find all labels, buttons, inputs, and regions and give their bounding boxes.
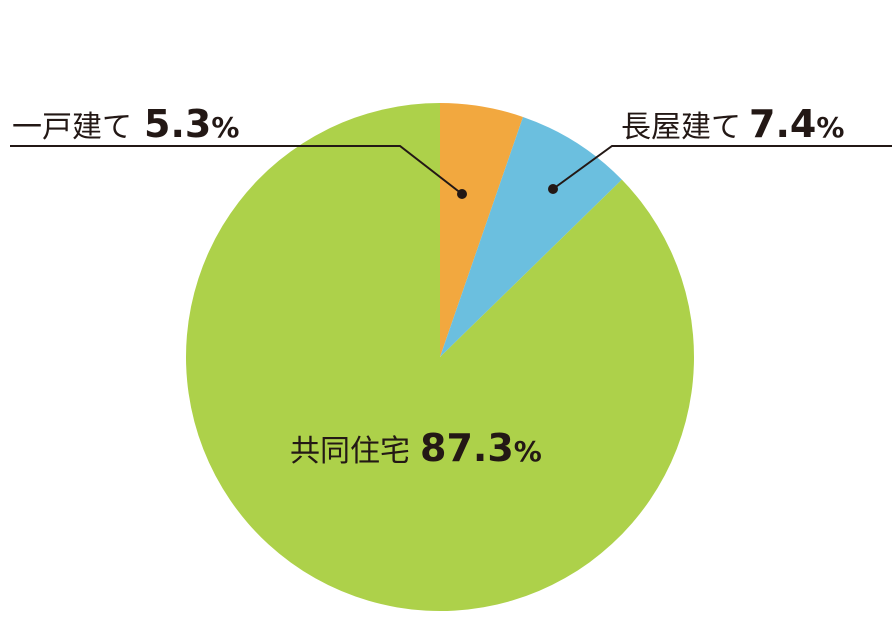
slice-value-row-house: 7.4	[749, 102, 816, 146]
pie-slice-apartment	[185, 103, 694, 611]
leader-dot-row-house	[548, 184, 558, 194]
slice-name-detached: 一戸建て	[12, 110, 132, 145]
pie-slices	[185, 103, 694, 611]
leader-lines	[10, 145, 892, 199]
slice-name-row-house: 長屋建て	[621, 110, 741, 145]
slice-name-apartment: 共同住宅	[290, 434, 410, 469]
leader-dot-detached	[457, 189, 467, 199]
slice-unit-apartment: %	[514, 435, 542, 468]
pie-slice-row-house	[440, 116, 622, 357]
slice-unit-row-house: %	[816, 111, 844, 144]
slice-value-apartment: 87.3	[420, 426, 514, 470]
slice-label-apartment: 共同住宅 87.3%	[290, 426, 542, 470]
slice-label-row-house: 長屋建て 7.4%	[621, 102, 844, 146]
pie-slice-detached	[440, 103, 524, 357]
leader-line-row-house	[552, 145, 892, 190]
leader-line-detached	[10, 145, 463, 195]
slice-label-detached: 一戸建て 5.3%	[12, 102, 239, 146]
slice-unit-detached: %	[211, 111, 239, 144]
slice-value-detached: 5.3	[144, 102, 211, 146]
